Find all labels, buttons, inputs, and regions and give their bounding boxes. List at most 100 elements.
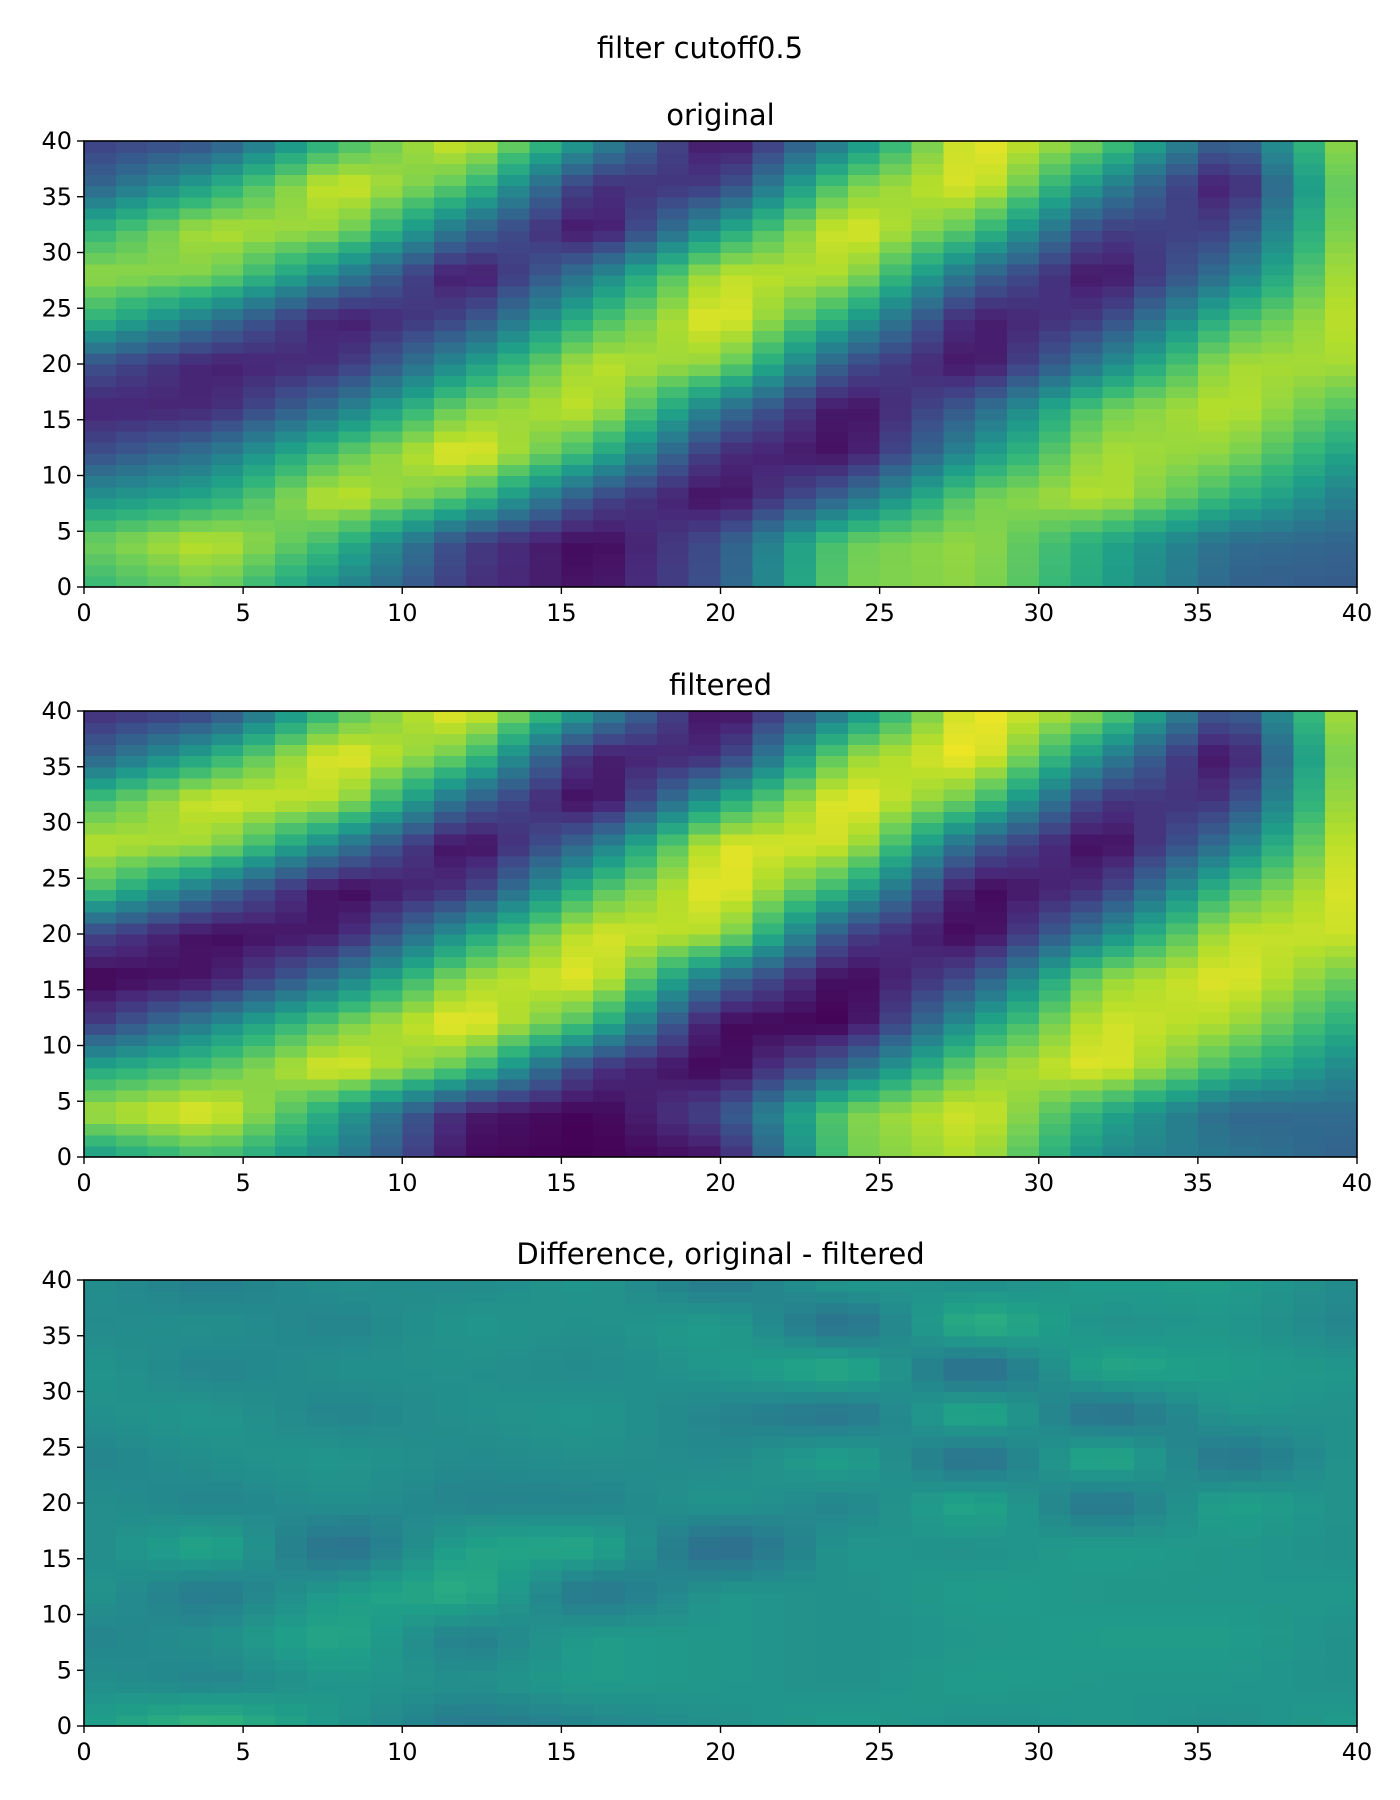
heatmap-cell [497, 141, 531, 153]
heatmap-cell [911, 1402, 944, 1415]
heatmap-cell [720, 833, 753, 846]
heatmap-cell [975, 308, 1008, 320]
heatmap-cell [1006, 1291, 1040, 1303]
heatmap-cell [1325, 1056, 1358, 1069]
heatmap-cell [1038, 755, 1072, 768]
heatmap-cell [147, 1424, 181, 1437]
heatmap-cell [752, 375, 785, 387]
heatmap-cell [179, 1636, 212, 1649]
heatmap-cell [688, 1090, 722, 1102]
heatmap-cell [784, 1313, 817, 1326]
heatmap-cell [402, 1636, 435, 1649]
heatmap-cell [370, 163, 403, 176]
heatmap-cell [911, 341, 944, 354]
heatmap-cell [179, 1324, 212, 1337]
heatmap-cell [1229, 711, 1263, 723]
heatmap-cell [1102, 252, 1135, 265]
heatmap-cell [1102, 1078, 1135, 1091]
heatmap-cell [625, 1291, 658, 1303]
heatmap-cell [370, 1458, 403, 1471]
heatmap-cell [879, 766, 913, 779]
heatmap-cell [1197, 1145, 1231, 1158]
heatmap-cell [306, 1525, 340, 1538]
heatmap-cell [465, 553, 499, 566]
heatmap-cell [306, 1447, 340, 1459]
heatmap-cell [752, 1703, 785, 1716]
heatmap-cell [847, 1469, 881, 1482]
heatmap-cell [306, 196, 340, 209]
heatmap-cell [465, 844, 499, 857]
heatmap-cell [434, 1592, 467, 1604]
heatmap-cell [211, 508, 244, 521]
heatmap-cell [1070, 1670, 1103, 1682]
heatmap-cell [1325, 833, 1358, 846]
heatmap-cell [147, 1703, 181, 1716]
heatmap-cell [338, 330, 372, 343]
heatmap-cell [1166, 1503, 1199, 1515]
heatmap-cell [752, 911, 785, 924]
heatmap-cell [211, 1000, 244, 1013]
heatmap-cell [943, 352, 976, 365]
heatmap-cell [1197, 308, 1231, 320]
heatmap-cell [1197, 1525, 1231, 1538]
heatmap-cell [211, 1436, 244, 1448]
heatmap-cell [465, 1647, 499, 1660]
heatmap-cell [1038, 900, 1072, 913]
heatmap-cell [1261, 464, 1294, 477]
heatmap-cell [784, 1101, 817, 1113]
heatmap-cell [1102, 1369, 1135, 1381]
heatmap-cell [752, 1090, 785, 1102]
heatmap-cell [1038, 934, 1072, 946]
heatmap-cell [434, 1346, 467, 1359]
heatmap-cell [434, 230, 467, 242]
heatmap-cell [943, 1346, 976, 1359]
heatmap-cell [975, 1603, 1008, 1616]
heatmap-cell [1325, 1012, 1358, 1024]
heatmap-cell [720, 263, 753, 276]
heatmap-cell [211, 1067, 244, 1080]
heatmap-cell [115, 900, 149, 913]
heatmap-cell [274, 319, 308, 332]
heatmap-cell [911, 1447, 944, 1459]
heatmap-cell [1261, 263, 1294, 276]
heatmap-cell [847, 1525, 881, 1538]
heatmap-cell [115, 285, 149, 298]
heatmap-cell [1070, 1101, 1103, 1113]
heatmap-cell [1102, 174, 1135, 187]
heatmap-cell [625, 464, 658, 477]
heatmap-cell [561, 1067, 594, 1080]
heatmap-cell [847, 1056, 881, 1069]
heatmap-cell [879, 1034, 913, 1047]
heatmap-cell [752, 1592, 785, 1604]
heatmap-cell [593, 1703, 626, 1716]
heatmap-cell [943, 1447, 976, 1459]
heatmap-cell [306, 542, 340, 555]
heatmap-cell [784, 1145, 817, 1158]
heatmap-cell [115, 520, 149, 532]
heatmap-cell [115, 1067, 149, 1080]
heatmap-cell [1038, 1625, 1072, 1638]
heatmap-cell [338, 1547, 372, 1560]
heatmap-cell [1293, 844, 1326, 857]
heatmap-cell [1038, 789, 1072, 801]
heatmap-cell [752, 1000, 785, 1013]
heatmap-cell [274, 263, 308, 276]
heatmap-cell [1166, 1480, 1199, 1493]
heatmap-cell [561, 364, 594, 376]
heatmap-cell [1038, 1692, 1072, 1705]
heatmap-cell [84, 1480, 117, 1493]
heatmap-cell [720, 1491, 753, 1504]
heatmap-cell [784, 341, 817, 354]
heatmap-cell [688, 1647, 722, 1660]
heatmap-cell [1134, 230, 1167, 242]
heatmap-cell [529, 1525, 562, 1538]
heatmap-cell [815, 497, 849, 510]
heatmap-cell [1070, 1647, 1103, 1660]
heatmap-cell [879, 1045, 913, 1058]
heatmap-cell [879, 542, 913, 555]
heatmap-cell [847, 989, 881, 1002]
heatmap-cell [1197, 1480, 1231, 1493]
heatmap-cell [1166, 1547, 1199, 1560]
heatmap-cell [402, 520, 435, 532]
heatmap-cell [625, 1503, 658, 1515]
